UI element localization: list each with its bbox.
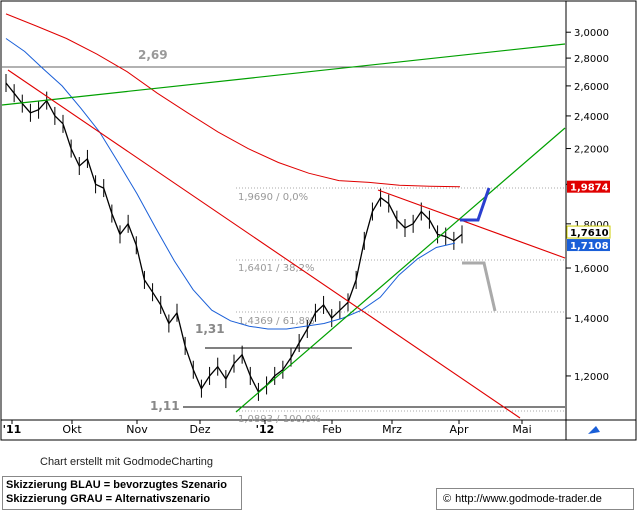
x-tick-label-3: Dez: [189, 423, 210, 436]
price-label-box-0: [567, 180, 610, 193]
fib-label-0: 1,9690 / 0,0%: [238, 192, 308, 203]
price-labels: 1,9874 1,7610 1,7108: [566, 180, 611, 252]
x-tick-label-8: Mai: [512, 423, 531, 436]
legend-blue-text: Skizzierung BLAU = bevorzugtes Szenario: [6, 479, 227, 491]
scenario-blue: [460, 187, 491, 222]
trendline-green-long: [1, 43, 566, 106]
y-tick-label-0: 3,0000: [574, 28, 609, 39]
y-tick-label-9: 1,2000: [574, 372, 609, 383]
annotation-2-69: 2,69: [138, 48, 168, 62]
draw-tool-icon[interactable]: [588, 426, 600, 434]
chart-credit: Chart erstellt mit GodmodeCharting: [40, 456, 214, 468]
legend-grey-text: Skizzierung GRAU = Alternativszenario: [6, 493, 211, 505]
x-tick-label-0: '11: [3, 423, 22, 436]
y-tick-label-6: 1,8000: [574, 220, 609, 231]
x-axis-ticks: '11 Okt Nov Dez '12 Feb Mrz Apr Mai: [3, 420, 532, 436]
y-tick-label-7: 1,6000: [574, 264, 609, 275]
x-tick-label-6: Mrz: [382, 423, 402, 436]
price-label-1: 1,7610: [570, 228, 609, 239]
copyright-symbol: ©: [443, 493, 452, 505]
fib-label-100: 1,0893 / 100,0%: [238, 414, 321, 425]
y-axis-area: [565, 0, 637, 421]
annotation-1-31: 1,31: [195, 322, 225, 336]
annotation-1-11: 1,11: [150, 399, 180, 413]
plot-area: [0, 0, 567, 421]
series-layer: [5, 13, 463, 401]
x-tick-label-5: Feb: [322, 423, 341, 436]
price-label-box-2: [567, 239, 610, 252]
price-label-0: 1,9874: [570, 183, 609, 194]
y-tick-label-4: 2,2000: [574, 145, 609, 156]
series-line-1: [5, 38, 456, 330]
fib-label-618: 1,4369 / 61,8%: [238, 316, 314, 327]
x-tick-label-4: '12: [256, 423, 275, 436]
source-url[interactable]: http://www.godmode-trader.de: [455, 493, 602, 505]
x-tick-label-2: Nov: [126, 423, 148, 436]
price-label-box-1: [566, 225, 611, 239]
trendline-green-up: [235, 127, 566, 413]
source-url-box[interactable]: © http://www.godmode-trader.de: [436, 488, 634, 510]
corner-box[interactable]: [565, 419, 637, 441]
x-tick-label-7: Apr: [449, 423, 469, 436]
series-line-2: [5, 13, 461, 188]
fib-label-382: 1,6401 / 38,2%: [238, 263, 314, 274]
scenario-grey: [462, 261, 497, 312]
price-label-2: 1,7108: [570, 241, 609, 252]
y-tick-label-1: 2,8000: [574, 54, 609, 65]
trendline-red-upper: [377, 189, 566, 259]
trendline-red-down: [7, 69, 521, 419]
y-tick-label-8: 1,4000: [574, 314, 609, 325]
y-tick-label-2: 2,6000: [574, 82, 609, 93]
y-tick-label-3: 2,4000: [574, 112, 609, 123]
x-tick-label-1: Okt: [62, 423, 82, 436]
legend-box: [2, 476, 242, 510]
